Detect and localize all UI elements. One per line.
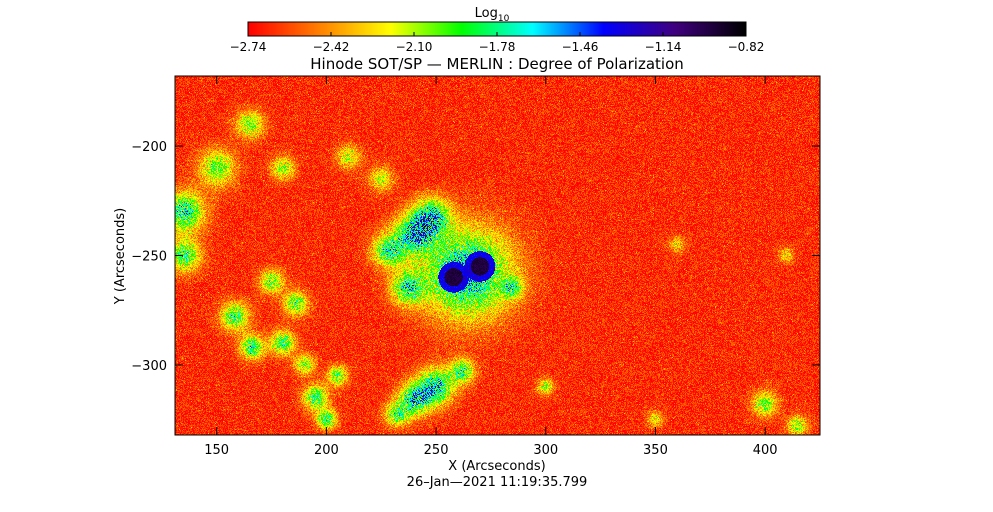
x-tick-label: 300: [533, 443, 558, 458]
x-tick-label: 400: [753, 443, 778, 458]
chart-title: Hinode SOT/SP — MERLIN : Degree of Polar…: [310, 55, 684, 73]
y-axis-label: Y (Arcseconds): [113, 208, 128, 305]
x-tick-label: 200: [314, 443, 339, 458]
colorbar-tick-label: −0.82: [728, 40, 765, 54]
colorbar-tick-label: −1.46: [562, 40, 599, 54]
colorbar-tick-label: −2.10: [396, 40, 433, 54]
y-axis-ticks: −200 −250 −300: [131, 140, 820, 374]
x-axis-ticks: 150 200 250 300 350 400: [204, 76, 778, 458]
x-tick-label: 350: [643, 443, 668, 458]
x-tick-label: 250: [424, 443, 449, 458]
colorbar-tick-label: −2.42: [313, 40, 350, 54]
plot-frame: [174, 75, 821, 436]
colorbar-label-sub: 10: [498, 14, 510, 24]
x-tick-label: 150: [204, 443, 229, 458]
colorbar-tick-label: −2.74: [230, 40, 267, 54]
polarization-heatmap: [175, 76, 820, 435]
colorbar: [248, 22, 746, 36]
colorbar-label: Log10: [475, 6, 510, 24]
colorbar-ticks: −2.74 −2.42 −2.10 −1.78 −1.46 −1.14 −0.82: [230, 32, 765, 54]
y-tick-label: −250: [131, 250, 167, 265]
x-axis-label: X (Arcseconds): [448, 459, 545, 474]
colorbar-tick-label: −1.78: [479, 40, 516, 54]
timestamp: 26–Jan—2021 11:19:35.799: [407, 475, 588, 490]
y-tick-label: −200: [131, 140, 167, 155]
colorbar-tick-label: −1.14: [645, 40, 682, 54]
y-tick-label: −300: [131, 359, 167, 374]
